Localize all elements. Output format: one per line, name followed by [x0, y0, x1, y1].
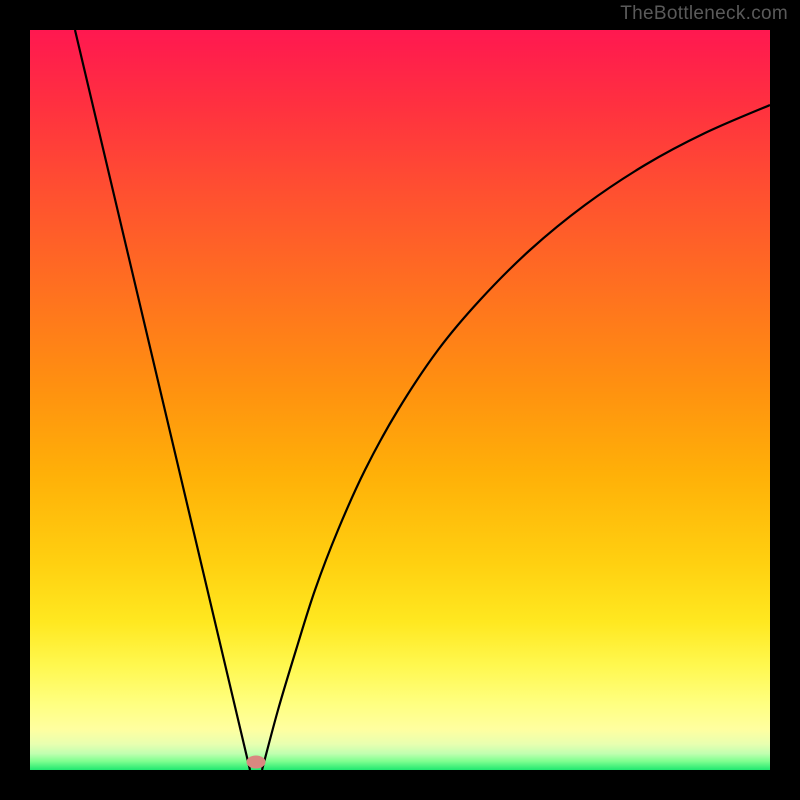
plot-area	[30, 30, 770, 770]
watermark-text: TheBottleneck.com	[620, 3, 788, 25]
curve-right-branch	[262, 105, 770, 770]
curve-left-branch	[75, 30, 250, 770]
curve-layer	[30, 30, 770, 770]
vertex-marker	[247, 756, 266, 769]
